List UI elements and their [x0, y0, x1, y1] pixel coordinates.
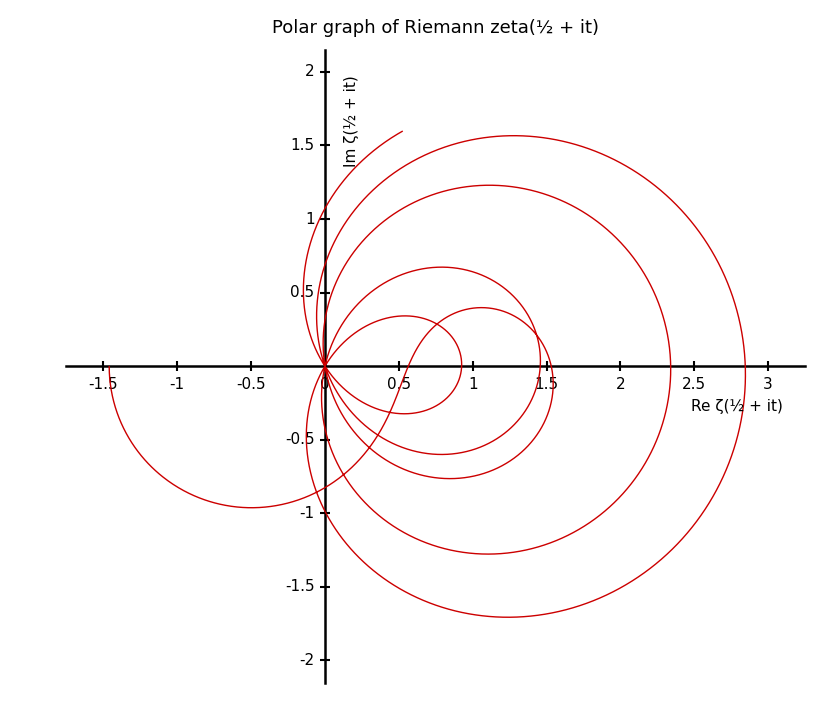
- Title: Polar graph of Riemann zeta(½ + it): Polar graph of Riemann zeta(½ + it): [272, 19, 599, 37]
- Text: Im ζ(½ + it): Im ζ(½ + it): [344, 75, 359, 166]
- Text: Re ζ(½ + it): Re ζ(½ + it): [691, 399, 783, 414]
